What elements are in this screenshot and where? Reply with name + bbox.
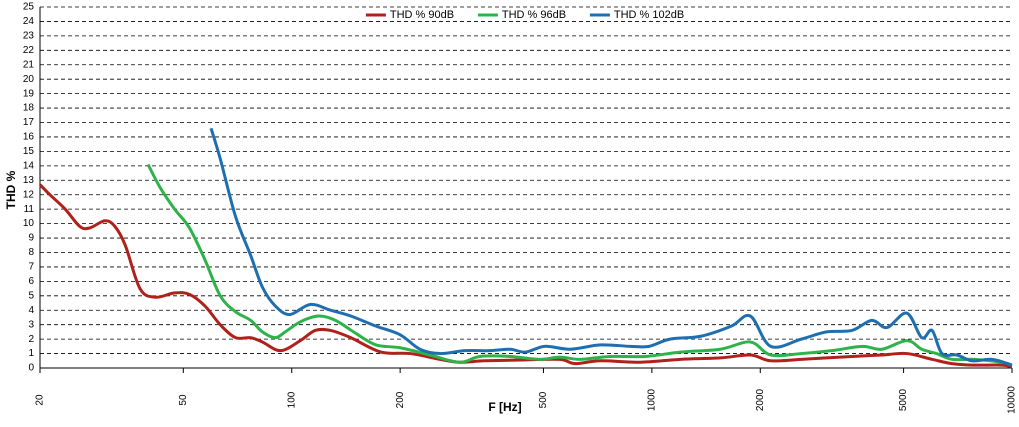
x-tick-label: 20 xyxy=(35,394,46,406)
legend-label: THD % 102dB xyxy=(614,9,684,21)
y-tick-label: 19 xyxy=(23,88,35,99)
y-tick-label: 1 xyxy=(28,348,34,359)
y-tick-label: 12 xyxy=(23,189,35,200)
y-tick-label: 11 xyxy=(24,204,35,215)
y-tick-label: 2 xyxy=(28,334,34,345)
y-tick-label: 24 xyxy=(23,16,35,27)
x-tick-label: 50 xyxy=(178,394,189,406)
y-tick-label: 18 xyxy=(23,103,35,114)
x-tick-label: 1000 xyxy=(647,388,658,411)
y-tick-label: 21 xyxy=(23,59,35,70)
y-tick-label: 22 xyxy=(23,45,35,56)
y-tick-label: 5 xyxy=(28,290,34,301)
y-tick-label: 7 xyxy=(28,262,34,273)
x-tick-label: 500 xyxy=(538,391,549,408)
y-tick-label: 17 xyxy=(23,117,35,128)
y-tick-label: 3 xyxy=(28,319,34,330)
legend-label: THD % 90dB xyxy=(390,9,454,21)
x-axis-label: F [Hz] xyxy=(488,400,521,414)
x-tick-label: 2000 xyxy=(755,388,766,411)
y-tick-label: 25 xyxy=(23,2,35,13)
y-axis-label: THD % xyxy=(4,170,18,209)
y-tick-label: 14 xyxy=(23,160,35,171)
y-tick-label: 8 xyxy=(28,247,34,258)
y-tick-label: 6 xyxy=(28,276,34,287)
y-tick-label: 20 xyxy=(23,74,35,85)
data-line xyxy=(209,127,1013,367)
x-tick-label: 100 xyxy=(286,391,297,408)
y-tick-label: 23 xyxy=(23,31,35,42)
legend-label: THD % 96dB xyxy=(502,9,566,21)
y-tick-label: 16 xyxy=(23,132,35,143)
y-tick-label: 9 xyxy=(28,233,34,244)
data-line xyxy=(146,163,1013,367)
x-tick-label: 200 xyxy=(395,391,406,408)
y-tick-label: 4 xyxy=(28,305,34,316)
x-tick-label: 5000 xyxy=(898,388,909,411)
y-tick-label: 10 xyxy=(23,218,35,229)
y-tick-label: 15 xyxy=(23,146,35,157)
y-tick-label: 13 xyxy=(23,175,35,186)
data-line xyxy=(38,183,1013,369)
y-tick-label: 0 xyxy=(28,363,34,374)
x-tick-label: 10000 xyxy=(1007,386,1018,414)
